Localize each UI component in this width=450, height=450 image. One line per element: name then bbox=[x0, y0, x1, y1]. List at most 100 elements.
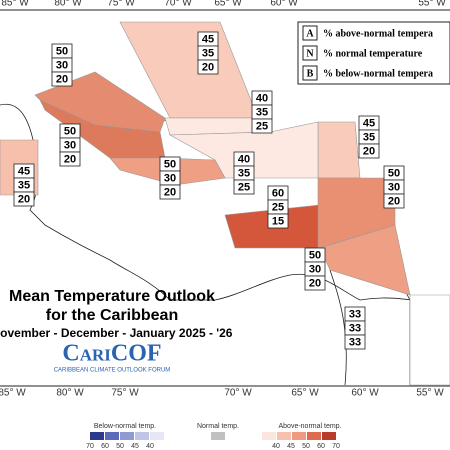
legend-swatch bbox=[90, 432, 104, 440]
tercile-value: 30 bbox=[164, 172, 176, 184]
tercile-cell bbox=[358, 143, 380, 159]
tercile-value: 20 bbox=[363, 145, 375, 157]
tercile-value: 30 bbox=[309, 263, 321, 275]
key-text: % below-normal tempera bbox=[323, 68, 433, 79]
longitude-label: 70° W bbox=[164, 0, 192, 9]
tercile-cell bbox=[233, 179, 255, 195]
legend-tick: 60 bbox=[101, 443, 109, 450]
tercile-value: 30 bbox=[56, 59, 68, 71]
legend-tick: 50 bbox=[116, 443, 124, 450]
legend-label: Below-normal temp. bbox=[94, 423, 156, 430]
tercile-value: 45 bbox=[202, 33, 214, 45]
longitude-label: 55° W bbox=[416, 388, 444, 399]
title-block: Mean Temperature Outlook for the Caribbe… bbox=[0, 288, 233, 373]
tercile-value: 20 bbox=[64, 153, 76, 165]
tercile-cell bbox=[344, 334, 366, 350]
longitude-label: 85° W bbox=[1, 0, 29, 9]
legend-swatch bbox=[120, 432, 134, 440]
tercile-cell bbox=[59, 151, 81, 167]
tercile-cell bbox=[267, 213, 289, 229]
tercile-value: 20 bbox=[202, 61, 214, 73]
tercile-value: 35 bbox=[238, 167, 250, 179]
tercile-cell bbox=[13, 191, 35, 207]
tercile-cell bbox=[51, 71, 73, 87]
legend-swatch bbox=[211, 432, 225, 440]
tercile-cell bbox=[383, 193, 405, 209]
key-text: % normal temperature bbox=[323, 48, 423, 59]
tercile-value: 25 bbox=[272, 201, 284, 213]
key-letter-box bbox=[302, 65, 318, 81]
legend-tick: 45 bbox=[287, 443, 295, 450]
longitude-label: 75° W bbox=[107, 0, 135, 9]
tercile-value: 25 bbox=[256, 120, 268, 132]
tercile-value: 20 bbox=[164, 186, 176, 198]
longitude-label: 65° W bbox=[214, 0, 242, 9]
key-text: % above-normal tempera bbox=[323, 28, 433, 39]
tercile-cell bbox=[251, 118, 273, 134]
tercile-value: 45 bbox=[18, 165, 30, 177]
key-letter-box bbox=[302, 25, 318, 41]
legend-tick: 45 bbox=[131, 443, 139, 450]
tercile-value: 20 bbox=[388, 195, 400, 207]
key-box bbox=[297, 21, 450, 85]
region bbox=[409, 294, 450, 386]
tercile-value: 35 bbox=[256, 106, 268, 118]
tercile-value: 33 bbox=[349, 336, 361, 348]
tercile-value: 30 bbox=[388, 181, 400, 193]
tercile-cell bbox=[159, 184, 181, 200]
tercile-value: 20 bbox=[309, 277, 321, 289]
key-letter: A bbox=[306, 28, 314, 39]
title-line: for the Caribbean bbox=[46, 307, 178, 324]
legend-swatch bbox=[105, 432, 119, 440]
legend-swatch bbox=[135, 432, 149, 440]
legend-tick: 40 bbox=[272, 443, 280, 450]
tercile-value: 35 bbox=[18, 179, 30, 191]
tercile-value: 50 bbox=[164, 158, 176, 170]
region bbox=[317, 121, 361, 179]
tercile-value: 40 bbox=[256, 92, 268, 104]
key-letter-box bbox=[302, 45, 318, 61]
tercile-value: 15 bbox=[272, 215, 284, 227]
tercile-cell bbox=[304, 275, 326, 291]
tercile-value: 50 bbox=[64, 125, 76, 137]
longitude-label: 75° W bbox=[111, 388, 139, 399]
title-line: Mean Temperature Outlook bbox=[9, 288, 215, 305]
longitude-label: 55° W bbox=[418, 0, 446, 9]
longitude-label: 70° W bbox=[224, 388, 252, 399]
tercile-value: 50 bbox=[56, 45, 68, 57]
tercile-value: 33 bbox=[349, 308, 361, 320]
longitude-label: 80° W bbox=[54, 0, 82, 9]
longitude-label: 85° W bbox=[0, 388, 26, 399]
legend-swatch bbox=[292, 432, 306, 440]
tercile-boxes: 45 35 20 50 30 20 40 35 25 50 30 20 45 35 20 40 35 25 50 30… bbox=[13, 31, 405, 350]
legend-tick: 60 bbox=[317, 443, 325, 450]
legend-label: Above-normal temp. bbox=[278, 423, 341, 430]
tercile-value: 50 bbox=[309, 249, 321, 261]
logo: CariCOF bbox=[62, 341, 161, 367]
legend-swatch bbox=[277, 432, 291, 440]
title-period: November - December - January 2025 - '26 bbox=[0, 326, 233, 340]
longitude-label: 60° W bbox=[270, 0, 298, 9]
tercile-value: 40 bbox=[238, 153, 250, 165]
tercile-value: 35 bbox=[363, 131, 375, 143]
longitude-label: 65° W bbox=[291, 388, 319, 399]
key-letter: B bbox=[307, 68, 314, 79]
longitude-label: 80° W bbox=[56, 388, 84, 399]
tercile-value: 20 bbox=[18, 193, 30, 205]
legend-tick: 70 bbox=[332, 443, 340, 450]
longitude-label: 60° W bbox=[351, 388, 379, 399]
tercile-value: 60 bbox=[272, 187, 284, 199]
legend-swatch bbox=[307, 432, 321, 440]
legend-swatch bbox=[322, 432, 336, 440]
legend-tick: 40 bbox=[146, 443, 154, 450]
legend-tick: 70 bbox=[86, 443, 94, 450]
tercile-value: 35 bbox=[202, 47, 214, 59]
tercile-value: 30 bbox=[64, 139, 76, 151]
regions bbox=[0, 21, 450, 386]
tercile-value: 33 bbox=[349, 322, 361, 334]
tercile-value: 45 bbox=[363, 117, 375, 129]
legend-tick: 50 bbox=[302, 443, 310, 450]
legend-label: Normal temp. bbox=[197, 423, 239, 430]
tercile-value: 20 bbox=[56, 73, 68, 85]
